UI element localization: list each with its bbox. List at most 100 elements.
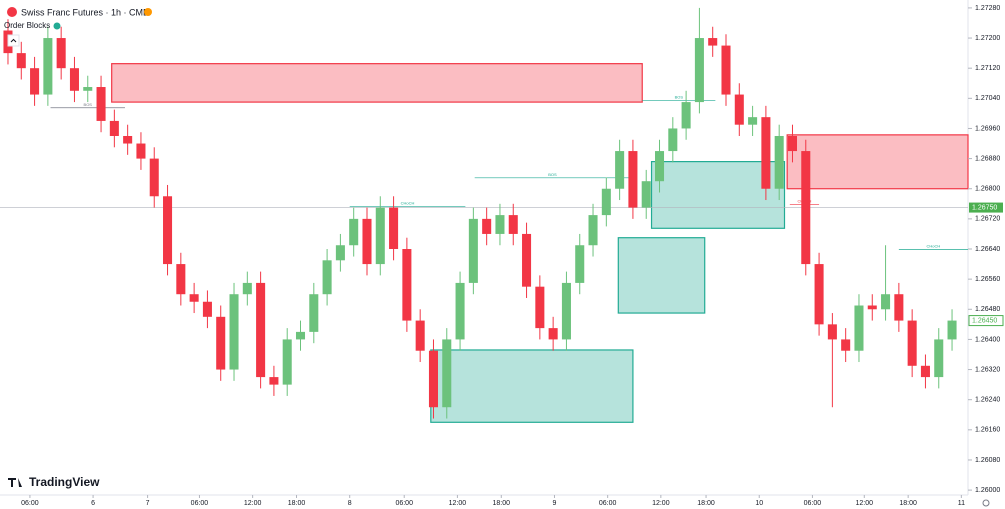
candle-body xyxy=(881,294,891,310)
candle-body xyxy=(123,135,133,144)
candle-body xyxy=(468,218,478,283)
structure-label: BOS xyxy=(84,102,93,107)
settings-icon[interactable] xyxy=(982,499,990,507)
y-tick-label: 1.26400 xyxy=(975,336,1000,343)
structure-label: BOS xyxy=(675,95,684,100)
x-tick-label: 8 xyxy=(348,500,352,507)
delay-icon xyxy=(144,8,152,16)
x-tick-label: 9 xyxy=(553,500,557,507)
candle-body xyxy=(163,196,173,265)
plot-area: BOSBOSBOSCHoCHCHoCHCHoCH xyxy=(0,7,969,423)
candle-body xyxy=(668,128,678,152)
candle-body xyxy=(934,339,944,378)
candle-body xyxy=(96,87,106,121)
candle-body xyxy=(548,328,558,340)
structure-label: BOS xyxy=(548,172,557,177)
candle-body xyxy=(242,282,252,295)
candle-body xyxy=(947,320,957,340)
candle-body xyxy=(229,294,239,370)
candle-body xyxy=(43,38,53,95)
x-tick-label: 06:00 xyxy=(395,500,413,507)
collapse-icon xyxy=(10,38,17,43)
y-tick-label: 1.26000 xyxy=(975,487,1000,494)
x-tick-label: 11 xyxy=(958,500,965,507)
candle-body xyxy=(814,264,824,325)
brand-name: TradingView xyxy=(29,475,100,489)
order-block xyxy=(430,349,634,423)
x-tick-label: 18:00 xyxy=(493,500,511,507)
candle-body xyxy=(522,233,532,287)
candle-body xyxy=(415,320,425,351)
candle-body xyxy=(402,249,412,321)
y-tick-label: 1.26560 xyxy=(975,276,1000,283)
y-tick-label: 1.26800 xyxy=(975,186,1000,193)
candle-body xyxy=(615,151,625,189)
candle-body xyxy=(495,215,505,234)
y-tick-label: 1.26160 xyxy=(975,427,1000,434)
y-tick-label: 1.26880 xyxy=(975,155,1000,162)
structure-label: CHoCH xyxy=(927,243,941,248)
x-tick-label: 06:00 xyxy=(599,500,617,507)
candle-body xyxy=(535,286,545,329)
x-tick-label: 06:00 xyxy=(191,500,209,507)
candle-body xyxy=(641,181,651,208)
candle-body xyxy=(455,282,465,340)
candle-body xyxy=(654,151,665,182)
x-tick-label: 7 xyxy=(146,500,150,507)
candle-body xyxy=(389,207,399,250)
candle-body xyxy=(322,260,332,295)
x-tick-label: 06:00 xyxy=(21,500,39,507)
candle-body xyxy=(907,320,917,366)
candle-body xyxy=(216,316,226,370)
candle-body xyxy=(575,245,585,283)
candle-body xyxy=(867,305,877,310)
last-price-badge xyxy=(968,315,1004,327)
candle-body xyxy=(282,339,292,385)
candle-body xyxy=(681,102,691,129)
chart-title: Swiss Franc Futures · 1h · CME xyxy=(21,7,149,17)
candle-body xyxy=(69,68,79,91)
price-badge-label: 1.26750 xyxy=(972,204,997,211)
candle-body xyxy=(801,151,811,265)
candle-body xyxy=(442,339,452,408)
indicator-name: Order Blocks xyxy=(4,21,50,30)
candle-body xyxy=(734,94,744,125)
candle-body xyxy=(109,120,119,136)
y-tick-label: 1.27280 xyxy=(975,5,1000,12)
candle-body xyxy=(694,38,704,103)
y-tick-label: 1.26960 xyxy=(975,125,1000,132)
x-tick-label: 06:00 xyxy=(804,500,822,507)
candle-body xyxy=(335,245,345,261)
candle-body xyxy=(508,215,518,234)
x-tick-label: 18:00 xyxy=(288,500,306,507)
y-tick-label: 1.26640 xyxy=(975,246,1000,253)
x-tick-label: 10 xyxy=(755,500,763,507)
candle-body xyxy=(721,45,731,95)
candle-body xyxy=(748,117,758,125)
candle-body xyxy=(30,68,40,95)
candle-body xyxy=(894,294,904,321)
x-tick-label: 18:00 xyxy=(697,500,715,507)
x-tick-label: 12:00 xyxy=(652,500,670,507)
candle-body xyxy=(920,365,930,378)
candle-body xyxy=(136,143,146,159)
y-tick-label: 1.27200 xyxy=(975,35,1000,42)
candle-body xyxy=(83,87,93,91)
candle-body xyxy=(202,301,212,317)
candle-body xyxy=(349,218,359,246)
collapse-button[interactable] xyxy=(7,34,20,47)
candle-body xyxy=(428,350,438,408)
last-price-label: 1.26450 xyxy=(972,317,997,324)
candle-body xyxy=(841,339,851,351)
x-tick-label: 18:00 xyxy=(899,500,917,507)
candle-body xyxy=(56,38,66,69)
candle-body xyxy=(362,218,372,265)
candle-body xyxy=(269,377,279,385)
candle-body xyxy=(854,305,864,351)
candle-body xyxy=(601,188,611,216)
order-block xyxy=(786,134,969,190)
x-tick-label: 12:00 xyxy=(244,500,262,507)
candle-body xyxy=(561,282,571,340)
candle-body xyxy=(189,294,199,302)
